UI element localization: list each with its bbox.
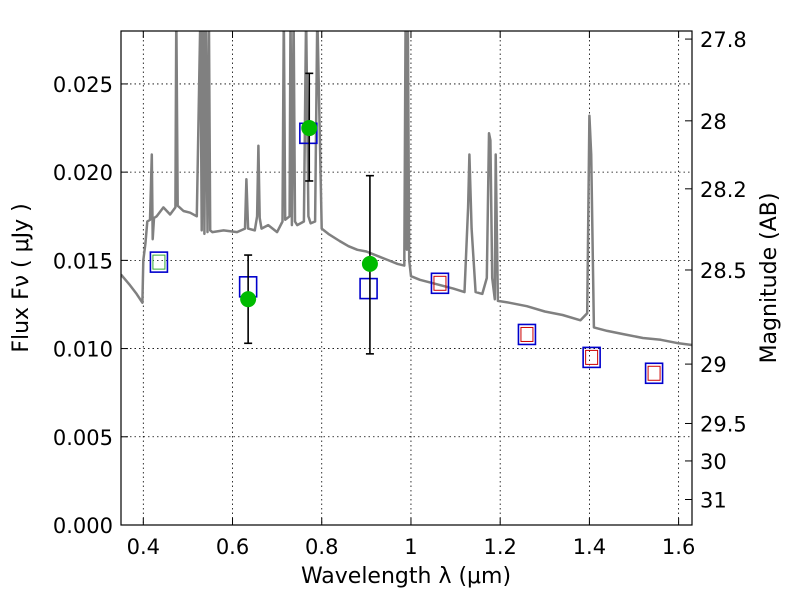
y-tick-label: 0.005 [53, 426, 113, 450]
x-tick-label: 1 [404, 535, 417, 559]
model-photometry-box [430, 272, 450, 295]
model-photometry-box [644, 362, 664, 385]
x-axis-label: Wavelength λ (μm) [301, 564, 511, 589]
y-axis-label: Flux Fν ( μJy ) [9, 203, 34, 352]
model-spectrum-line [121, 31, 692, 347]
inner-photometry-box [152, 254, 166, 270]
model-photometry-box [149, 251, 169, 273]
y2-axis-label: Magnitude (AB) [757, 193, 782, 364]
inner-photometry-box [520, 326, 534, 342]
x-tick-label: 0.6 [216, 535, 249, 559]
mag-tick-label: 27.8 [700, 28, 747, 52]
model-photometry-box [582, 346, 601, 369]
mag-tick-label: 28.2 [700, 178, 747, 202]
grid [121, 31, 692, 525]
model-photometry-box [359, 277, 378, 300]
y2-axis-ticks: 27.8 28 28.2 28.5 29 29.5 30 31 [685, 28, 747, 512]
x-tick-label: 0.4 [127, 535, 160, 559]
y-tick-label: 0.010 [53, 338, 113, 362]
mag-tick-label: 28.5 [700, 259, 747, 283]
observed-flux-point [301, 120, 318, 137]
observed-flux-point [240, 291, 257, 308]
plot-frame [120, 30, 693, 526]
mag-tick-label: 29 [700, 353, 727, 377]
observed-flux-point [361, 255, 378, 272]
y-tick-label: 0.015 [53, 249, 113, 273]
y-axis-ticks: 0.000 0.005 0.010 0.015 0.020 0.025 [53, 73, 128, 538]
y-tick-label: 0.025 [53, 73, 113, 97]
x-axis-ticks: 0.4 0.6 0.8 1 1.2 1.4 1.6 [127, 31, 695, 559]
model-photometry-box [517, 323, 537, 346]
y-tick-label: 0.020 [53, 161, 113, 185]
inner-photometry-box [647, 365, 661, 381]
inner-photometry-box [585, 349, 599, 365]
y-tick-label: 0.000 [53, 514, 113, 538]
inner-photometry-box [433, 275, 447, 291]
mag-tick-label: 31 [700, 488, 727, 512]
x-tick-label: 0.8 [305, 535, 338, 559]
x-tick-label: 1.4 [573, 535, 606, 559]
data-layer [121, 31, 692, 347]
mag-tick-label: 30 [700, 450, 727, 474]
mag-tick-label: 29.5 [700, 412, 747, 436]
x-tick-label: 1.6 [662, 535, 695, 559]
points-layer [149, 72, 664, 385]
x-tick-label: 1.2 [483, 535, 516, 559]
mag-tick-label: 28 [700, 110, 727, 134]
